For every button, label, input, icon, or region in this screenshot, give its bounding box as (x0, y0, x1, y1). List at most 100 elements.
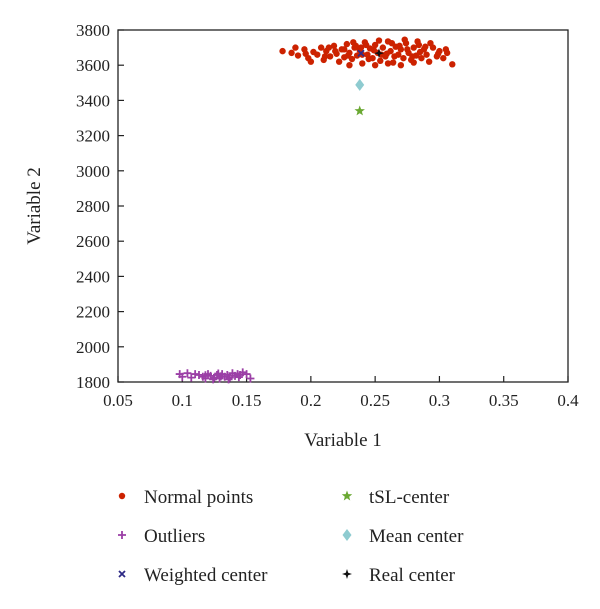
normal-points-marker (353, 52, 361, 59)
outliers-marker (225, 373, 234, 382)
normal-points-marker (371, 41, 379, 49)
x-tick-label: 0.2 (300, 391, 321, 410)
normal-points-marker (401, 36, 408, 43)
y-tick-label: 3600 (76, 56, 110, 75)
normal-points-marker (288, 49, 295, 57)
normal-points-marker (449, 61, 456, 68)
legend-label-real-center: Real center (369, 565, 456, 586)
legend-label-normal-points: Normal points (144, 487, 253, 508)
normal-points-marker (377, 57, 384, 64)
normal-points-marker (384, 60, 392, 67)
x-tick-label: 0.35 (489, 391, 519, 410)
normal-points-marker (389, 59, 397, 66)
normal-points-marker (409, 53, 416, 60)
legend-real-center-icon (342, 569, 352, 579)
outliers-marker (214, 369, 223, 378)
normal-points-marker (375, 37, 383, 44)
outliers-marker (178, 372, 187, 381)
y-tick-label: 2200 (76, 303, 110, 322)
outliers-marker (209, 375, 218, 384)
weighted-center-marker (357, 49, 365, 57)
normal-points-marker (302, 50, 309, 57)
data-points (175, 36, 456, 384)
normal-points-marker (317, 44, 325, 51)
plot-area-frame (117, 29, 569, 383)
x-tick-label: 0.15 (232, 391, 262, 410)
normal-points-marker (418, 54, 425, 62)
y-axis-ticks: 1800 2000 2200 2400 2600 2800 3000 3200 3400 3600… (76, 21, 124, 392)
normal-points-marker (388, 40, 396, 47)
y-tick-label: 2800 (76, 197, 110, 216)
normal-points-marker (341, 46, 348, 53)
tsl-center-marker (354, 105, 365, 116)
normal-points-marker (396, 42, 403, 50)
x-tick-label: 0.1 (172, 391, 193, 410)
outliers-marker (224, 375, 233, 384)
normal-points-marker (343, 40, 351, 48)
normal-points-marker (321, 53, 329, 60)
y-tick-label: 3200 (76, 127, 110, 146)
y-tick-label: 3400 (76, 91, 110, 110)
x-tick-label: 0.3 (429, 391, 450, 410)
legend-normal-points-icon (118, 492, 126, 500)
legend-mean-center-icon (342, 529, 352, 541)
normal-points-marker (279, 47, 286, 55)
normal-points-marker (330, 42, 338, 50)
outliers-marker (201, 371, 210, 380)
x-tick-label: 0.05 (103, 391, 133, 410)
normal-points-marker (391, 53, 398, 60)
normal-points-marker (357, 44, 365, 51)
y-tick-label: 3800 (76, 21, 110, 40)
normal-points-marker (344, 52, 352, 59)
outliers-marker (246, 374, 255, 383)
legend-outliers-icon (118, 531, 126, 539)
legend-label-outliers: Outliers (144, 526, 205, 547)
normal-points-marker (362, 41, 370, 49)
normal-points-marker (423, 51, 430, 58)
normal-points-marker (404, 46, 411, 53)
normal-points-marker (416, 48, 424, 56)
outliers-marker (234, 373, 243, 382)
y-tick-label: 2400 (76, 267, 110, 286)
normal-points-marker (434, 50, 442, 57)
normal-points-marker (400, 54, 407, 62)
normal-points-marker (442, 46, 450, 53)
outliers-marker (242, 370, 251, 379)
normal-points-marker (410, 44, 417, 51)
legend-label-mean-center: Mean center (369, 526, 464, 547)
normal-points-marker (350, 39, 357, 46)
legend: Normal points tSL-center Outliers Mean cent… (118, 487, 464, 586)
mean-center-marker (355, 78, 365, 91)
y-tick-label: 2000 (76, 338, 110, 357)
normal-points-marker (335, 58, 343, 65)
normal-points-marker (425, 58, 433, 65)
normal-points-marker (332, 47, 339, 55)
normal-points-marker (325, 44, 333, 51)
outliers-marker (238, 368, 247, 377)
normal-points-marker (346, 61, 353, 69)
y-axis-label: Variable 2 (24, 167, 45, 245)
normal-points-marker (326, 53, 334, 60)
normal-points-marker (359, 60, 366, 67)
legend-label-weighted-center: Weighted center (144, 565, 268, 586)
legend-weighted-center-icon (118, 570, 126, 578)
outliers-marker (183, 369, 192, 378)
normal-points-marker (440, 54, 447, 62)
real-center-marker (374, 48, 384, 59)
legend-tsl-center-icon (341, 490, 353, 501)
normal-points-marker (383, 50, 390, 57)
x-tick-label: 0.25 (360, 391, 390, 410)
normal-points-marker (314, 51, 321, 58)
y-tick-label: 3000 (76, 162, 110, 181)
x-axis-ticks: 0.05 0.1 0.15 0.2 0.25 0.3 0.35 0.4 (103, 376, 579, 410)
normal-points-marker (307, 58, 315, 65)
normal-points-marker (379, 44, 387, 51)
normal-points-marker (414, 38, 421, 45)
x-tick-label: 0.4 (557, 391, 579, 410)
normal-points-marker (371, 61, 379, 69)
normal-points-marker (365, 55, 372, 63)
normal-points-marker (397, 61, 405, 69)
y-tick-label: 1800 (76, 373, 110, 392)
normal-points-marker (410, 59, 417, 66)
